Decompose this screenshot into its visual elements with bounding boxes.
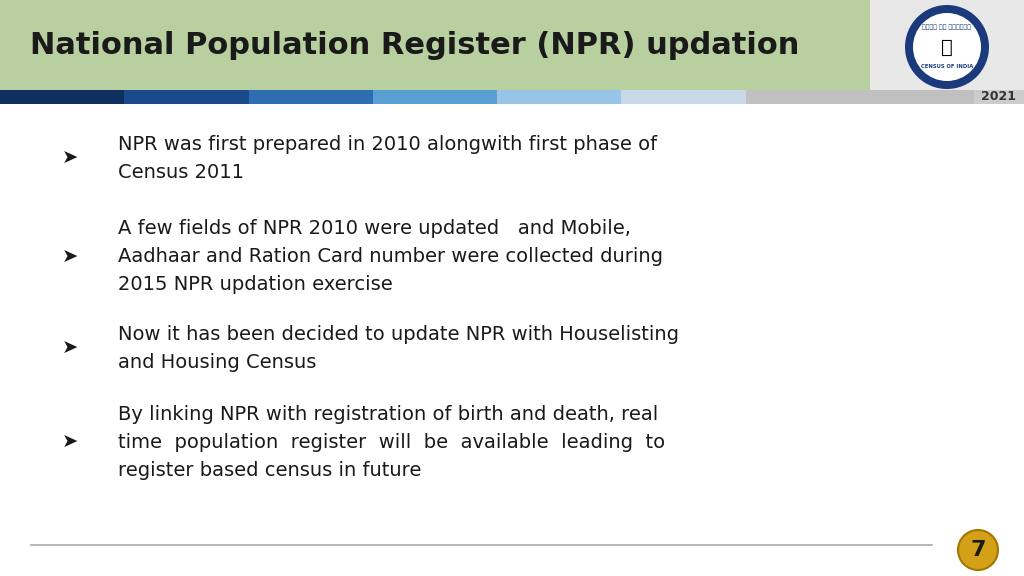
Text: NPR was first prepared in 2010 alongwith first phase of: NPR was first prepared in 2010 alongwith… [118, 135, 656, 153]
FancyBboxPatch shape [0, 0, 870, 90]
Text: Census 2011: Census 2011 [118, 162, 244, 181]
Text: ➤: ➤ [61, 339, 78, 358]
Text: Aadhaar and Ration Card number were collected during: Aadhaar and Ration Card number were coll… [118, 248, 663, 267]
Text: register based census in future: register based census in future [118, 460, 421, 479]
Text: By linking NPR with registration of birth and death, real: By linking NPR with registration of birt… [118, 404, 658, 423]
Text: ➤: ➤ [61, 433, 78, 452]
Text: ➤: ➤ [61, 149, 78, 168]
Text: भारत की जनगणना: भारत की जनगणना [923, 24, 972, 30]
FancyBboxPatch shape [497, 90, 622, 104]
FancyBboxPatch shape [745, 90, 870, 104]
FancyBboxPatch shape [870, 90, 974, 104]
Text: National Population Register (NPR) updation: National Population Register (NPR) updat… [30, 31, 800, 59]
Text: 2015 NPR updation exercise: 2015 NPR updation exercise [118, 275, 392, 294]
Text: 7: 7 [971, 540, 986, 560]
Circle shape [958, 530, 998, 570]
FancyBboxPatch shape [0, 90, 124, 104]
FancyBboxPatch shape [249, 90, 373, 104]
FancyBboxPatch shape [124, 90, 249, 104]
FancyBboxPatch shape [870, 0, 1024, 90]
FancyBboxPatch shape [622, 90, 745, 104]
Text: and Housing Census: and Housing Census [118, 353, 316, 372]
FancyBboxPatch shape [974, 90, 1024, 104]
Text: ➤: ➤ [61, 248, 78, 267]
Text: A few fields of NPR 2010 were updated   and Mobile,: A few fields of NPR 2010 were updated an… [118, 219, 631, 238]
Text: 2021: 2021 [981, 90, 1017, 104]
FancyBboxPatch shape [373, 90, 497, 104]
Text: CENSUS OF INDIA: CENSUS OF INDIA [921, 65, 973, 70]
Circle shape [913, 13, 981, 81]
Text: 🏠: 🏠 [941, 37, 953, 56]
Circle shape [905, 5, 989, 89]
Text: time  population  register  will  be  available  leading  to: time population register will be availab… [118, 433, 665, 452]
Text: Now it has been decided to update NPR with Houselisting: Now it has been decided to update NPR wi… [118, 324, 679, 343]
